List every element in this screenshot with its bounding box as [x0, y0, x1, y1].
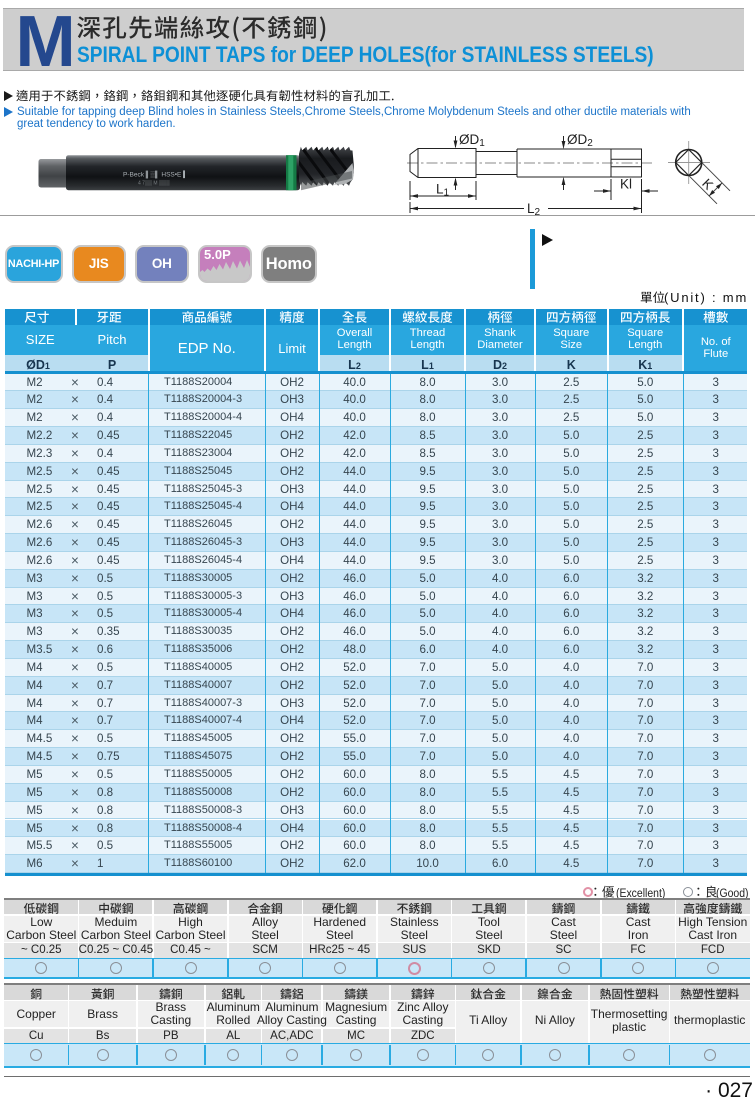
svg-text:L2: L2: [527, 201, 541, 218]
svg-text:ØD1: ØD1: [459, 132, 485, 149]
svg-text:4 7▒▒ M ▒▒▒: 4 7▒▒ M ▒▒▒: [138, 180, 170, 187]
svg-text:P-Beck ▌▒▌ HSS•E ▍: P-Beck ▌▒▌ HSS•E ▍: [123, 170, 188, 179]
svg-text:K: K: [699, 176, 716, 193]
svg-text:Kl: Kl: [620, 177, 632, 192]
svg-text:L1: L1: [436, 182, 450, 199]
svg-text:ØD2: ØD2: [567, 132, 593, 149]
